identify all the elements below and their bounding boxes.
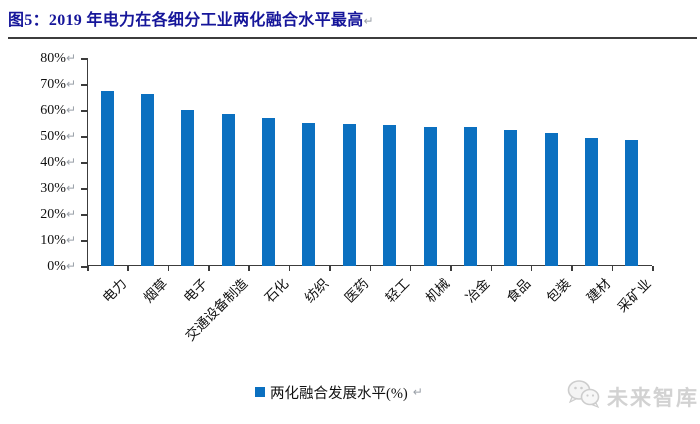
title-divider	[8, 37, 697, 39]
x-axis-tick-mark	[450, 266, 452, 271]
bar	[423, 126, 437, 266]
return-mark: ↵	[65, 103, 76, 117]
y-axis-tick-label: 70%↵	[40, 77, 76, 92]
x-axis-category-label: 建材	[584, 275, 614, 306]
figure-title-text: 图5：2019 年电力在各细分工业两化融合水平最高	[8, 12, 364, 29]
return-mark: ↵	[65, 77, 76, 91]
x-axis-category-label: 冶金	[463, 275, 493, 306]
bar	[504, 129, 518, 266]
y-axis-tick-mark	[81, 58, 87, 60]
return-mark: ↵	[65, 155, 76, 169]
y-axis-tick-label: 20%↵	[40, 207, 76, 222]
x-axis-tick-mark	[409, 266, 412, 271]
x-axis-category-label: 食品	[503, 275, 534, 306]
x-axis-tick-mark	[167, 266, 170, 271]
y-axis-tick-label: 80%↵	[40, 51, 76, 66]
y-axis-tick-label: 0%↵	[47, 259, 76, 274]
y-axis-tick-label: 40%↵	[40, 155, 76, 170]
bar	[221, 113, 235, 266]
y-axis-tick-mark	[81, 214, 87, 216]
bar	[342, 123, 356, 266]
x-axis-category-label: 石化	[261, 275, 292, 306]
return-mark: ↵	[363, 14, 374, 28]
figure-title: 图5：2019 年电力在各细分工业两化融合水平最高↵	[8, 6, 374, 30]
x-axis-tick-mark	[329, 266, 331, 271]
bar	[544, 132, 558, 266]
x-axis-tick-mark	[571, 266, 573, 271]
x-axis-tick-mark	[87, 266, 89, 271]
plot-area	[87, 58, 652, 266]
bar	[383, 125, 397, 266]
legend-color-swatch	[255, 387, 265, 397]
return-mark: ↵	[412, 385, 423, 399]
return-mark: ↵	[65, 129, 76, 143]
x-axis-category-label: 烟草	[140, 275, 170, 306]
y-axis-tick-label: 10%↵	[40, 233, 76, 248]
x-axis-tick-mark	[530, 266, 533, 271]
bar	[141, 94, 155, 266]
x-axis-tick-mark	[248, 266, 250, 271]
x-axis-tick-mark	[127, 266, 129, 271]
bar	[625, 139, 639, 266]
return-mark: ↵	[65, 207, 76, 221]
y-axis-tick-mark	[81, 162, 87, 164]
x-axis-tick-mark	[490, 266, 493, 271]
x-axis-category-label: 电力	[99, 275, 130, 306]
x-axis-category-label: 电子	[180, 275, 211, 306]
y-axis-tick-mark	[81, 188, 87, 190]
x-axis-category-label: 轻工	[382, 275, 413, 306]
x-axis-tick-mark	[611, 266, 614, 271]
x-axis-tick-mark	[208, 266, 210, 271]
x-axis-category-label: 采矿业	[615, 275, 655, 316]
chart-legend: 两化融合发展水平(%) ↵	[255, 384, 423, 402]
return-mark: ↵	[65, 181, 76, 195]
watermark: 未来智库	[567, 379, 699, 414]
y-axis-tick-mark	[81, 266, 87, 268]
x-axis-tick-mark	[652, 266, 654, 271]
x-axis-category-label: 包装	[543, 275, 574, 306]
legend-label: 两化融合发展水平(%)	[270, 385, 408, 402]
bar	[181, 110, 195, 266]
return-mark: ↵	[65, 259, 76, 273]
x-axis-tick-mark	[288, 266, 291, 271]
y-axis-tick-label: 30%↵	[40, 181, 76, 196]
chat-bubbles-logo-icon	[567, 379, 601, 414]
y-axis-tick-mark	[81, 240, 87, 242]
y-axis-tick-mark	[81, 110, 87, 112]
x-axis-category-label: 纺织	[301, 275, 332, 306]
bar	[100, 90, 114, 266]
x-axis-category-label: 医药	[342, 275, 372, 306]
bar	[584, 138, 598, 266]
bar	[463, 127, 477, 266]
bar	[262, 117, 276, 266]
return-mark: ↵	[65, 233, 76, 247]
x-axis-tick-mark	[369, 266, 371, 271]
watermark-text: 未来智库	[607, 385, 699, 410]
y-axis-tick-mark	[81, 84, 87, 86]
y-axis-tick-label: 50%↵	[40, 129, 76, 144]
y-axis-tick-label: 60%↵	[40, 103, 76, 118]
bar	[302, 123, 316, 266]
y-axis-tick-mark	[81, 136, 87, 138]
x-axis-category-label: 机械	[422, 275, 453, 306]
return-mark: ↵	[65, 51, 76, 65]
